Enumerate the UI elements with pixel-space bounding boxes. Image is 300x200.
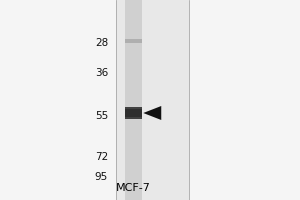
Text: 95: 95 bbox=[95, 172, 108, 182]
Text: 55: 55 bbox=[95, 111, 108, 121]
Bar bbox=[125, 107, 142, 109]
Text: MCF-7: MCF-7 bbox=[116, 183, 151, 193]
Polygon shape bbox=[143, 106, 161, 120]
Bar bbox=[125, 0, 142, 200]
Text: 36: 36 bbox=[95, 68, 108, 78]
Bar bbox=[125, 39, 142, 43]
Bar bbox=[125, 117, 142, 119]
Bar bbox=[0, 0, 116, 200]
Text: 72: 72 bbox=[95, 152, 108, 162]
Bar bbox=[116, 0, 189, 200]
Bar bbox=[189, 0, 300, 200]
Text: 28: 28 bbox=[95, 38, 108, 48]
Bar bbox=[125, 107, 142, 119]
